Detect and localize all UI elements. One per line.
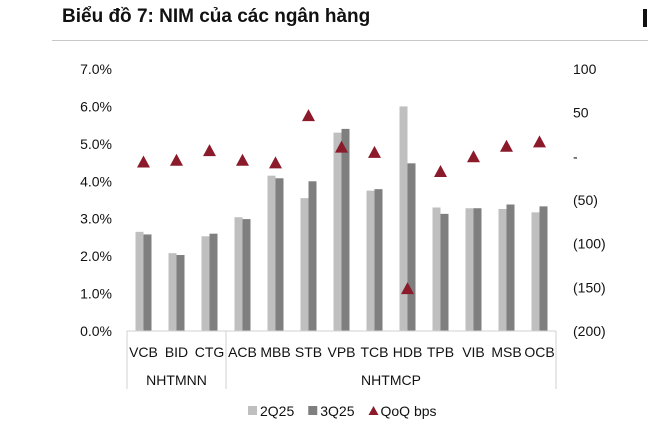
qoq-marker-ctg (203, 144, 216, 157)
x-tick-label: VIB (462, 344, 485, 360)
bar-3q25-vib (473, 208, 482, 331)
x-tick-label: STB (295, 344, 322, 360)
x-tick-label: VCB (129, 344, 158, 360)
bar-3q25-tcb (374, 189, 383, 331)
qoq-marker-ocb (533, 135, 546, 148)
qoq-marker-hdb (401, 282, 414, 295)
bar-3q25-acb (242, 219, 251, 331)
qoq-marker-acb (236, 153, 249, 166)
y-left-tick-label: 0.0% (80, 323, 112, 339)
y-left-tick-label: 6.0% (80, 98, 112, 114)
bar-3q25-mbb (275, 178, 284, 331)
bar-3q25-ctg (209, 233, 218, 331)
y-left-tick-label: 7.0% (80, 61, 112, 77)
legend-label: QoQ bps (381, 403, 437, 419)
y-left-tick-label: 3.0% (80, 211, 112, 227)
bar-3q25-hdb (407, 163, 416, 331)
bar-2q25-vpb (333, 132, 342, 331)
legend-swatch-2q25 (248, 406, 257, 415)
x-tick-label: TCB (361, 344, 389, 360)
x-tick-label: CTG (195, 344, 225, 360)
bar-2q25-tcb (366, 190, 375, 331)
x-tick-label: HDB (393, 344, 423, 360)
x-tick-label: ACB (228, 344, 257, 360)
y-right-tick-label: (100) (573, 236, 606, 252)
qoq-marker-tcb (368, 145, 381, 158)
y-left-tick-label: 4.0% (80, 173, 112, 189)
bar-2q25-tpb (432, 207, 441, 331)
y-right-tick-label: 50 (573, 105, 589, 121)
bar-3q25-msb (506, 204, 515, 331)
bar-2q25-mbb (267, 175, 276, 331)
qoq-marker-vib (467, 150, 480, 163)
bar-3q25-bid (176, 255, 185, 331)
bar-2q25-ctg (201, 236, 210, 331)
title-divider (52, 40, 648, 41)
y-right-tick-label: (50) (573, 192, 598, 208)
bar-3q25-ocb (539, 206, 548, 331)
legend-triangle-icon (368, 406, 379, 415)
bar-2q25-vib (465, 208, 474, 331)
qoq-marker-tpb (434, 165, 447, 178)
y-left-tick-label: 2.0% (80, 248, 112, 264)
x-tick-label: BID (165, 344, 188, 360)
bar-3q25-stb (308, 181, 317, 331)
qoq-marker-vcb (137, 155, 150, 168)
legend-label: 3Q25 (320, 403, 354, 419)
qoq-marker-vpb (335, 140, 348, 153)
legend-swatch-3q25 (308, 406, 318, 415)
bar-2q25-stb (300, 198, 309, 331)
x-tick-label: TPB (427, 344, 454, 360)
x-tick-label: VPB (327, 344, 355, 360)
bar-2q25-hdb (399, 106, 408, 331)
group-label: NHTMNN (146, 372, 207, 388)
y-right-tick-label: (150) (573, 279, 606, 295)
y-right-tick-label: - (573, 148, 578, 164)
x-tick-label: MSB (491, 344, 521, 360)
y-left-tick-label: 5.0% (80, 136, 112, 152)
y-left-tick-label: 1.0% (80, 286, 112, 302)
qoq-marker-mbb (269, 156, 282, 169)
bar-2q25-bid (168, 253, 177, 331)
bar-3q25-vpb (341, 128, 350, 331)
bar-2q25-acb (234, 217, 243, 331)
bar-2q25-msb (498, 208, 507, 331)
chart-title: Biểu đồ 7: NIM của các ngân hàng (62, 6, 371, 27)
bar-3q25-tpb (440, 213, 449, 331)
qoq-marker-bid (170, 153, 183, 166)
qoq-marker-stb (302, 109, 315, 122)
y-right-tick-label: 100 (573, 61, 597, 77)
bar-2q25-ocb (531, 212, 540, 331)
qoq-marker-msb (500, 139, 513, 152)
legend-label: 2Q25 (260, 403, 294, 419)
x-tick-label: OCB (524, 344, 554, 360)
y-right-tick-label: (200) (573, 323, 606, 339)
x-tick-label: MBB (260, 344, 290, 360)
bar-2q25-vcb (135, 231, 144, 331)
bar-3q25-vcb (143, 234, 152, 331)
cropped-text-fragment (643, 9, 647, 27)
group-label: NHTMCP (361, 372, 421, 388)
